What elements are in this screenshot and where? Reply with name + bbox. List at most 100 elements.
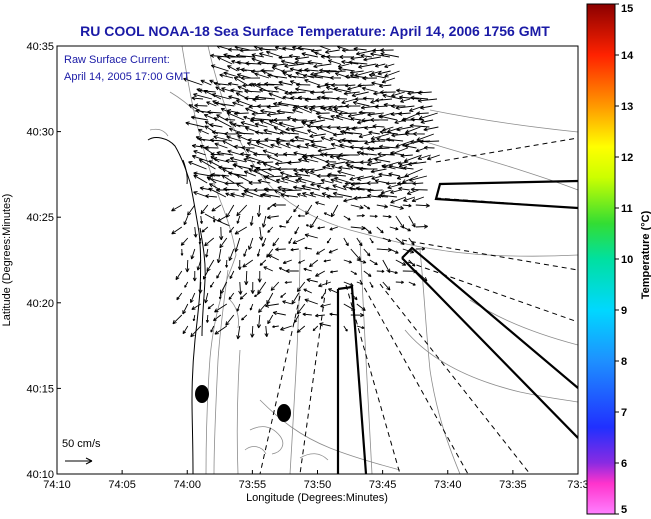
current-arrow [248,180,262,186]
current-arrow [245,61,260,66]
current-arrow [363,56,381,62]
current-arrow [357,83,374,88]
current-arrow [426,154,440,161]
current-arrow [344,83,356,88]
current-arrow [381,77,396,84]
current-arrow [259,119,277,128]
current-arrow [180,237,189,246]
current-arrow [279,224,286,228]
current-arrow [205,248,209,258]
current-arrow [385,181,397,186]
current-arrow [204,237,215,247]
current-arrow [263,175,280,184]
current-arrow [330,178,343,184]
current-arrow [389,204,404,210]
current-arrow [262,162,279,170]
current-arrow [213,81,230,86]
scale-arrow [65,457,93,465]
current-arrow [343,237,349,247]
current-arrow [368,130,380,135]
current-arrow [292,237,305,244]
current-arrow [350,117,362,121]
current-arrow [325,49,340,54]
current-arrow [210,152,224,157]
current-arrow [341,98,357,105]
current-arrow [216,187,230,193]
current-arrow [390,103,406,109]
current-arrow [279,171,293,177]
current-arrow [368,73,387,79]
current-arrow [253,187,266,193]
current-arrow [241,314,248,321]
current-arrow [312,325,319,332]
current-arrow [314,51,328,58]
current-arrow [303,288,312,294]
x-tick-label: 74:00 [173,479,201,491]
current-arrow [255,130,272,135]
current-arrow [235,53,255,58]
x-tick-label: 73:50 [304,479,332,491]
current-arrow [223,71,243,79]
current-arrow [190,115,209,121]
scale-label: 50 cm/s [62,438,101,450]
current-arrow [344,74,360,79]
current-arrow [295,178,307,184]
current-arrow [215,86,225,93]
current-arrow [250,116,272,121]
current-arrow [363,248,371,257]
current-arrow [191,303,202,310]
current-arrow [332,132,344,137]
current-arrow [329,270,338,274]
current-arrow [209,281,215,288]
current-arrow [420,119,434,124]
current-arrow [410,117,425,122]
current-arrow [176,292,183,301]
current-arrow [305,224,312,228]
current-arrow [230,88,243,93]
x-tick-label: 73:3 [567,479,588,491]
current-arrow [408,237,415,246]
current-arrow [282,46,295,51]
current-arrow [200,79,212,86]
current-arrow [289,138,305,143]
current-arrow [327,172,346,177]
current-arrow [297,177,316,184]
current-arrow [261,215,267,228]
current-arrow [396,181,415,186]
current-arrow [198,237,202,245]
colorbar-tick-label: 7 [621,407,627,419]
current-arrow [280,193,298,198]
current-arrow [243,189,263,198]
current-arrow [282,259,292,265]
y-axis-label: Latitude (Degrees:Minutes) [1,194,13,327]
current-arrow [323,212,331,217]
current-arrow [418,112,438,120]
current-arrow [294,56,309,61]
current-arrow [354,97,366,102]
current-arrow [272,310,286,316]
current-arrow [296,281,306,293]
current-arrow [299,168,315,173]
current-arrow [325,186,338,191]
current-arrow [371,81,383,86]
current-arrow [338,152,359,158]
current-arrow [236,204,248,217]
current-arrow [298,68,310,73]
annotation-line-1: Raw Surface Current: [64,54,170,66]
current-arrow [343,281,354,287]
current-arrow [304,170,320,177]
current-arrow [192,314,196,322]
current-arrow [389,226,399,231]
current-arrow [320,90,333,95]
current-arrow [390,189,401,194]
current-arrow [301,184,320,191]
colorbar-tick-label: 12 [621,152,633,164]
current-arrow [284,174,301,180]
current-arrow [337,170,356,177]
current-arrow [328,288,338,294]
y-tick-label: 40:35 [26,41,54,53]
current-arrow [330,204,339,218]
current-arrow [338,165,351,170]
current-arrow [374,63,386,68]
current-arrow [209,138,224,143]
